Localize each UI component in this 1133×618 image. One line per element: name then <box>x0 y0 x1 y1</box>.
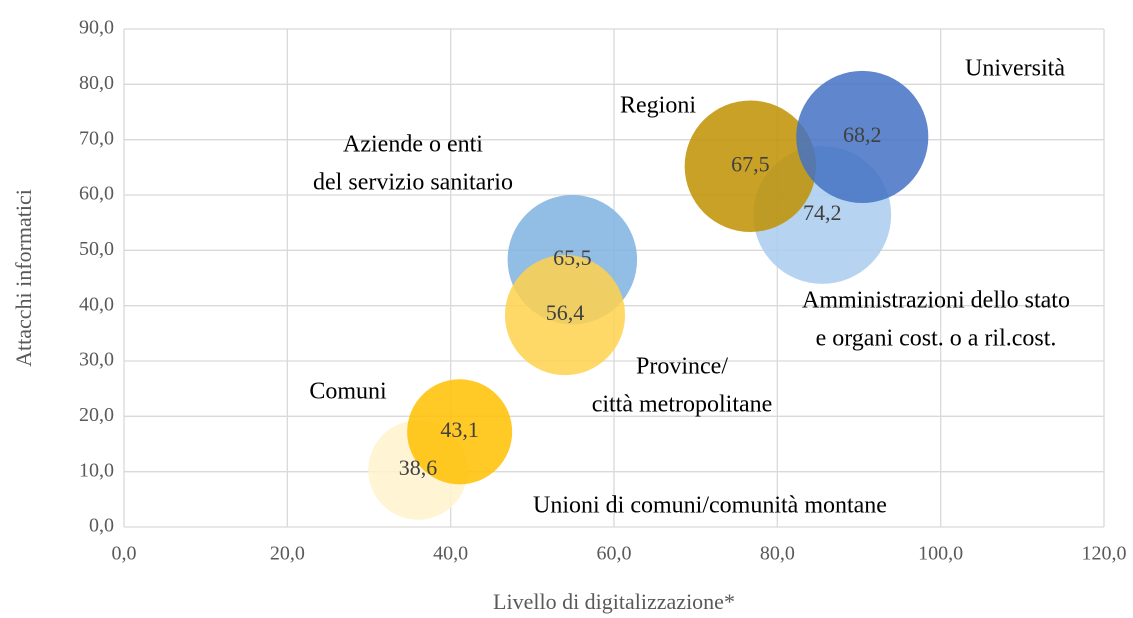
category-label: Regioni <box>620 93 696 119</box>
category-label: Università <box>965 56 1065 82</box>
category-label: Aziende o enti <box>343 132 483 158</box>
x-tick-label: 0,0 <box>112 543 137 565</box>
bubble <box>796 70 929 203</box>
category-label: città metropolitane <box>592 392 773 418</box>
y-tick-label: 70,0 <box>79 127 114 149</box>
category-label: Province/ <box>636 354 728 380</box>
y-tick-label: 50,0 <box>79 238 114 260</box>
bubble-value-label: 43,1 <box>440 417 479 442</box>
bubble-value-label: 67,5 <box>731 151 770 176</box>
x-tick-label: 60,0 <box>597 543 632 565</box>
x-tick-label: 20,0 <box>270 543 305 565</box>
x-tick-label: 80,0 <box>760 543 795 565</box>
x-tick-label: 100,0 <box>918 543 963 565</box>
y-axis-title: Attacchi informatici <box>11 189 36 367</box>
bubble-value-label: 74,2 <box>803 200 842 225</box>
bubble <box>684 100 817 232</box>
category-label: Comuni <box>309 379 387 405</box>
x-tick-label: 120,0 <box>1082 543 1127 565</box>
y-tick-label: 20,0 <box>79 404 114 426</box>
bubble-value-label: 68,2 <box>843 122 882 147</box>
bubble-value-label: 38,6 <box>399 455 438 480</box>
category-label: del servizio sanitario <box>313 170 513 196</box>
x-tick-label: 40,0 <box>433 543 468 565</box>
category-label: e organi cost. o a ril.cost. <box>816 326 1057 352</box>
bubble-value-label: 65,5 <box>553 245 592 270</box>
y-tick-label: 10,0 <box>79 459 114 481</box>
x-axis-title: Livello di digitalizzazione* <box>493 589 735 614</box>
category-label: Unioni di comuni/comunità montane <box>533 493 887 519</box>
y-tick-label: 80,0 <box>79 72 114 94</box>
y-tick-label: 0,0 <box>89 515 114 537</box>
y-tick-label: 60,0 <box>79 183 114 205</box>
bubble <box>407 379 513 485</box>
bubble-value-label: 56,4 <box>546 300 585 325</box>
y-tick-label: 30,0 <box>79 349 114 371</box>
y-tick-label: 40,0 <box>79 293 114 315</box>
y-tick-label: 90,0 <box>79 17 114 39</box>
bubble <box>504 254 626 376</box>
category-label: Amministrazioni dello stato <box>802 288 1070 314</box>
